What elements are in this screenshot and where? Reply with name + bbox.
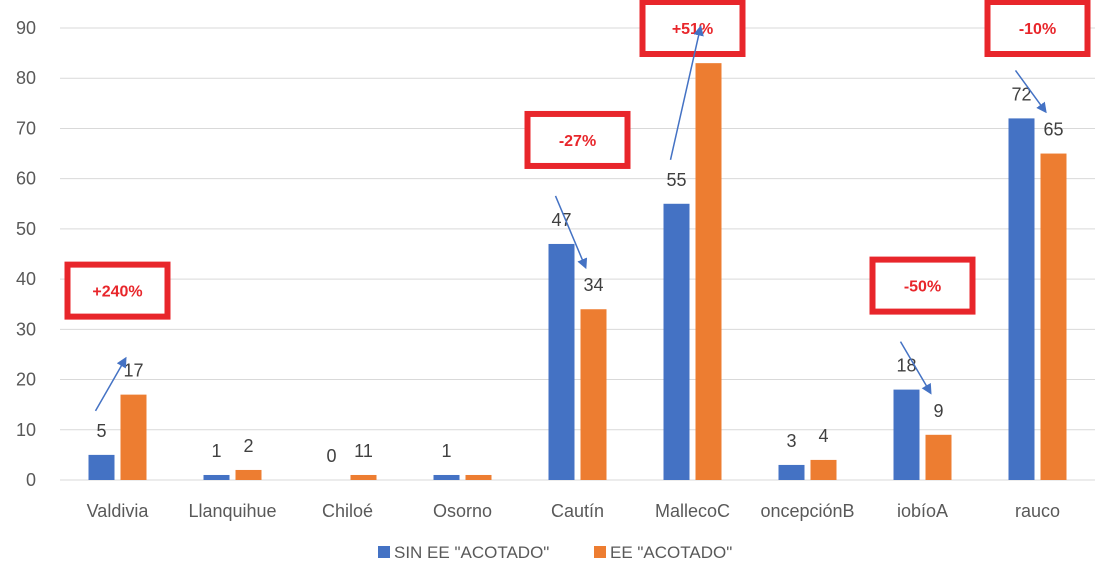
y-tick-label: 60 bbox=[16, 169, 36, 189]
bar-series-1 bbox=[548, 243, 575, 480]
x-tick-label: Chiloé bbox=[322, 501, 373, 521]
bars bbox=[88, 63, 1067, 481]
annotation-label: -10% bbox=[1019, 21, 1056, 38]
y-tick-label: 70 bbox=[16, 118, 36, 138]
annotation-callout: -10% bbox=[984, 0, 1091, 114]
data-label: 47 bbox=[551, 210, 571, 230]
y-tick-label: 40 bbox=[16, 269, 36, 289]
bar-series-2 bbox=[465, 474, 492, 480]
annotation-box bbox=[639, 0, 746, 57]
y-tick-label: 0 bbox=[26, 470, 36, 490]
bar-series-2 bbox=[810, 459, 837, 480]
x-tick-label: oncepciónB bbox=[760, 501, 854, 521]
legend-swatch-series-1 bbox=[378, 546, 390, 558]
annotations: +240% -27% +51% -50% -10% bbox=[64, 0, 1091, 412]
gridlines bbox=[60, 27, 1095, 481]
data-label: 3 bbox=[786, 431, 796, 451]
annotation-box bbox=[64, 261, 171, 320]
y-tick-label: 90 bbox=[16, 18, 36, 38]
bar-series-1 bbox=[88, 454, 115, 480]
annotation-arrow bbox=[1014, 69, 1047, 114]
bar-series-2 bbox=[350, 474, 377, 480]
annotation-label: -50% bbox=[904, 279, 941, 296]
bar-series-2 bbox=[235, 469, 262, 480]
annotation-callout: +51% bbox=[639, 0, 746, 160]
bar-series-2 bbox=[580, 309, 607, 480]
data-label: 1 bbox=[441, 441, 451, 461]
data-label: 2 bbox=[243, 436, 253, 456]
annotation-arrow bbox=[899, 341, 932, 395]
x-tick-label: Cautín bbox=[551, 501, 604, 521]
annotation-arrow bbox=[94, 356, 127, 412]
y-tick-label: 20 bbox=[16, 370, 36, 390]
data-label: 5 bbox=[96, 421, 106, 441]
bar-series-1 bbox=[663, 203, 690, 480]
annotation-callout: -50% bbox=[869, 256, 976, 395]
annotation-label: +51% bbox=[672, 21, 713, 38]
annotation-callout: -27% bbox=[524, 110, 631, 270]
x-tick-label: Valdivia bbox=[87, 501, 150, 521]
bar-series-1 bbox=[778, 464, 805, 480]
data-label: 65 bbox=[1043, 120, 1063, 140]
data-label: 18 bbox=[896, 356, 916, 376]
legend: SIN EE "ACOTADO" EE "ACOTADO" bbox=[378, 543, 732, 562]
data-label: 11 bbox=[354, 441, 373, 461]
x-tick-label: Llanquihue bbox=[188, 501, 276, 521]
annotation-box bbox=[524, 110, 631, 169]
annotation-callout: +240% bbox=[64, 261, 171, 412]
legend-label-series-2: EE "ACOTADO" bbox=[610, 543, 732, 562]
bar-series-2 bbox=[925, 434, 952, 480]
data-label: 34 bbox=[583, 275, 603, 295]
x-tick-label: rauco bbox=[1015, 501, 1060, 521]
x-tick-label: iobíoA bbox=[897, 501, 948, 521]
annotation-box bbox=[869, 256, 976, 315]
data-label: 4 bbox=[818, 426, 828, 446]
annotation-arrow bbox=[669, 25, 704, 160]
x-tick-label: Osorno bbox=[433, 501, 492, 521]
data-label: 0 bbox=[326, 446, 336, 466]
data-label: 9 bbox=[933, 401, 943, 421]
y-tick-label: 10 bbox=[16, 420, 36, 440]
bar-series-1 bbox=[893, 389, 920, 480]
y-axis: 0 10 20 30 40 50 60 70 80 90 bbox=[16, 18, 36, 490]
bar-series-2 bbox=[695, 63, 722, 481]
annotation-label: -27% bbox=[559, 133, 596, 150]
y-tick-label: 80 bbox=[16, 68, 36, 88]
legend-label-series-1: SIN EE "ACOTADO" bbox=[394, 543, 549, 562]
annotation-box bbox=[984, 0, 1091, 57]
annotation-arrow bbox=[554, 195, 588, 270]
y-tick-label: 30 bbox=[16, 319, 36, 339]
bar-series-2 bbox=[1040, 153, 1067, 481]
bar-series-1 bbox=[433, 474, 460, 480]
legend-swatch-series-2 bbox=[594, 546, 606, 558]
data-label: 17 bbox=[123, 361, 143, 381]
x-axis: Valdivia Llanquihue Chiloé Osorno Cautín Mall… bbox=[87, 501, 1060, 521]
annotation-label: +240% bbox=[92, 284, 142, 301]
x-tick-label: MallecoC bbox=[655, 501, 730, 521]
data-label: 55 bbox=[666, 170, 686, 190]
data-label: 1 bbox=[211, 441, 221, 461]
bar-series-1 bbox=[1008, 118, 1035, 481]
data-label: 72 bbox=[1011, 84, 1031, 104]
y-tick-label: 50 bbox=[16, 219, 36, 239]
bar-series-2 bbox=[120, 394, 147, 480]
bar-series-1 bbox=[203, 474, 230, 480]
